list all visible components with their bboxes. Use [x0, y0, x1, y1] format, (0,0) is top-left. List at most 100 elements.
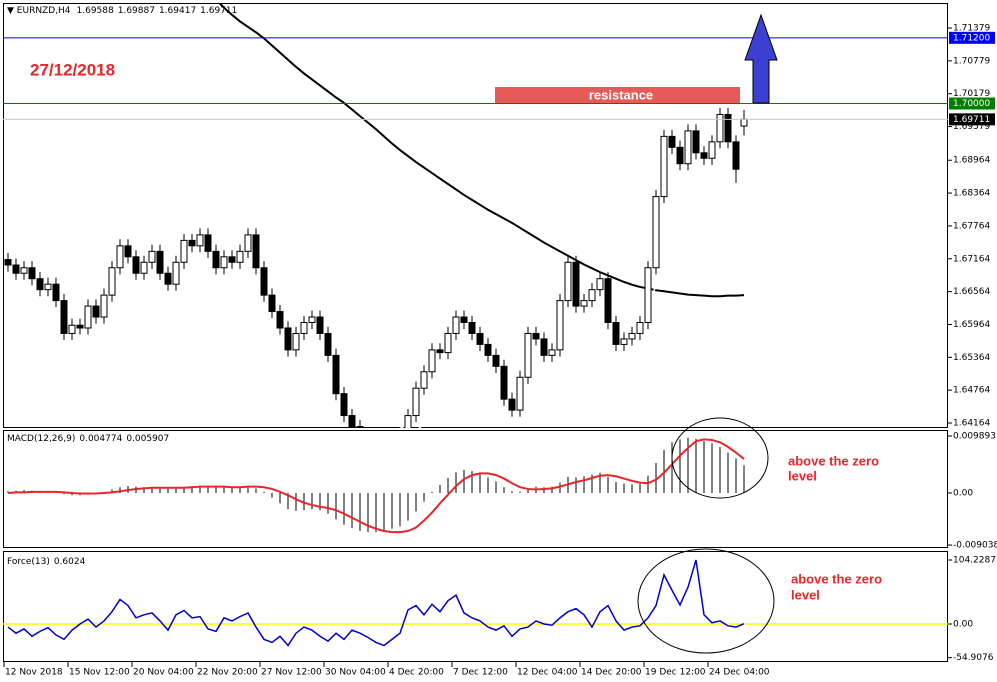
- candle-body: [4, 259, 12, 266]
- candle-body: [548, 349, 556, 356]
- x-tick-label: 24 Dec 04:00: [709, 668, 770, 678]
- candle-body: [700, 152, 708, 159]
- symbol: EURNZD,H4: [17, 6, 71, 16]
- macd-note: level: [788, 468, 817, 483]
- date-annotation: 27/12/2018: [30, 60, 115, 79]
- y-tick-label: -0.009038: [953, 541, 997, 551]
- candle-body: [92, 305, 100, 318]
- y-tick-label: 1.68964: [953, 156, 990, 166]
- candle-body: [516, 376, 524, 411]
- last-open: 1.69588: [77, 6, 114, 16]
- force-label: Force(13): [7, 557, 50, 567]
- x-tick-label: 27 Nov 12:00: [261, 668, 322, 678]
- candle-body: [404, 415, 412, 428]
- candle-body: [260, 267, 268, 296]
- x-tick-label: 7 Dec 12:00: [453, 668, 508, 678]
- candle-body: [740, 118, 748, 127]
- main-plot: [3, 3, 948, 428]
- candle-body: [68, 324, 76, 334]
- force-plot: [3, 559, 948, 647]
- bid-box: [949, 113, 995, 126]
- candle-body: [28, 267, 36, 280]
- candle-body: [324, 332, 332, 356]
- x-tick-label: 12 Dec 04:00: [517, 668, 578, 678]
- candle-body: [468, 322, 476, 334]
- price-level-label: 1.71200: [953, 33, 990, 43]
- candle-body: [132, 256, 140, 274]
- x-tick-label: 19 Dec 12:00: [645, 668, 706, 678]
- candle-body: [116, 245, 124, 269]
- candle-body: [292, 332, 300, 351]
- y-tick-label: 1.70179: [953, 89, 990, 99]
- force-panel-frame: [3, 551, 948, 662]
- candle-body: [660, 135, 668, 198]
- candle-body: [140, 261, 148, 274]
- candle-body: [500, 365, 508, 400]
- candle-body: [652, 196, 660, 269]
- y-tick-label: 1.67164: [953, 254, 990, 264]
- x-tick-label: 22 Nov 20:00: [197, 668, 258, 678]
- last-low: 1.69417: [159, 6, 196, 16]
- candle-body: [348, 415, 356, 428]
- candle-body: [284, 327, 292, 351]
- candle-body: [732, 141, 740, 170]
- y-tick-label: -54.9076: [953, 653, 994, 663]
- candle-body: [356, 426, 364, 428]
- y-tick-label: 1.65364: [953, 353, 990, 363]
- candle-body: [244, 234, 252, 252]
- candle-body: [172, 261, 180, 285]
- candle-body: [636, 322, 644, 334]
- candle-body: [308, 316, 316, 324]
- candle-body: [196, 234, 204, 247]
- candle-body: [44, 283, 52, 291]
- candle-body: [340, 393, 348, 417]
- candle-body: [708, 141, 716, 159]
- signal-value: 0.005907: [126, 434, 169, 444]
- x-tick-label: 4 Dec 20:00: [389, 668, 444, 678]
- candle-body: [452, 316, 460, 334]
- candle-body: [668, 135, 676, 148]
- macd-plot: [7, 437, 745, 534]
- candle-body: [84, 305, 92, 329]
- candle-body: [204, 234, 212, 252]
- candle-body: [52, 283, 60, 302]
- candle-body: [268, 294, 276, 313]
- y-tick-label: 1.67764: [953, 221, 990, 231]
- resistance-label: resistance: [589, 87, 653, 102]
- candle-body: [604, 278, 612, 324]
- price-level-box: [949, 97, 995, 110]
- candle-body: [724, 113, 732, 143]
- y-tick-label: 1.64164: [953, 419, 990, 429]
- y-tick-label: 1.66564: [953, 287, 990, 297]
- candle-body: [716, 113, 724, 143]
- force-note: above the zero: [791, 571, 882, 586]
- candle-body: [420, 371, 428, 389]
- candle-body: [164, 272, 172, 285]
- candle-body: [332, 354, 340, 395]
- candle-body: [76, 324, 84, 329]
- candle-body: [596, 278, 604, 291]
- y-tick-label: 0.009893: [953, 431, 996, 441]
- macd-panel-frame: [3, 430, 948, 548]
- moving-average: [7, 130, 745, 428]
- candle-body: [188, 239, 196, 247]
- x-tick-label: 30 Nov 04:00: [325, 668, 386, 678]
- candle-body: [684, 130, 692, 165]
- y-tick-label: 104.2287: [953, 556, 996, 566]
- menu-triangle: ▼: [7, 6, 17, 16]
- candle-body: [460, 316, 468, 324]
- candle-body: [60, 300, 68, 334]
- candle-body: [612, 322, 620, 345]
- bid-label: 1.69711: [953, 115, 990, 125]
- axes: 1.71379 1.70779 1.70179 1.69579 1.68964 1.683…: [3, 24, 997, 678]
- last-close: 1.69711: [200, 6, 237, 16]
- candle-body: [316, 316, 324, 334]
- header: ▼ EURNZD,H4 1.69588 1.69887 1.69417 1.69711: [7, 6, 237, 16]
- candle-body: [532, 332, 540, 340]
- y-tick-label: 1.71379: [953, 24, 990, 34]
- y-tick-label: 1.70779: [953, 56, 990, 66]
- candle-body: [156, 250, 164, 274]
- x-tick-label: 20 Nov 04:00: [133, 668, 194, 678]
